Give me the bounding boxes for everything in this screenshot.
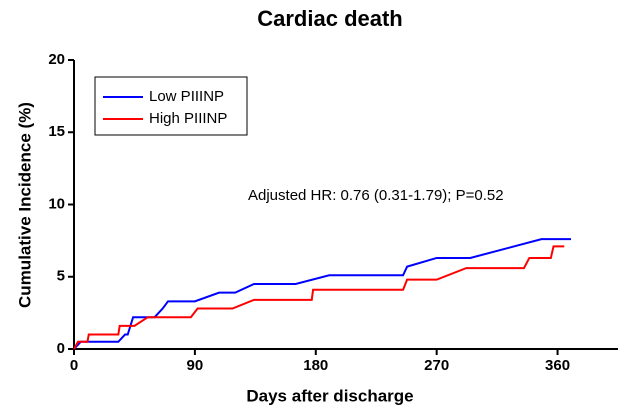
x-tick-label: 360 [545, 357, 570, 374]
x-tick-label: 180 [303, 357, 328, 374]
annotation: Adjusted HR: 0.76 (0.31-1.79); P=0.52 [248, 187, 504, 204]
y-tick-label: 20 [48, 51, 65, 68]
series-line [73, 245, 565, 350]
y-tick-label: 10 [48, 195, 65, 212]
y-axis-label: Cumulative Incidence (%) [15, 102, 34, 308]
series-line [73, 238, 571, 350]
x-axis-label: Days after discharge [246, 386, 413, 405]
chart-title: Cardiac death [257, 6, 403, 31]
x-tick-label: 0 [70, 357, 78, 374]
legend-label: High PIIINP [149, 110, 227, 127]
x-tick-label: 270 [424, 357, 449, 374]
legend-label: Low PIIINP [149, 88, 224, 105]
x-tick-label: 90 [187, 357, 204, 374]
y-tick-label: 5 [57, 268, 65, 285]
y-tick-label: 15 [48, 123, 65, 140]
legend-box [94, 76, 248, 136]
y-tick-label: 0 [57, 340, 65, 357]
